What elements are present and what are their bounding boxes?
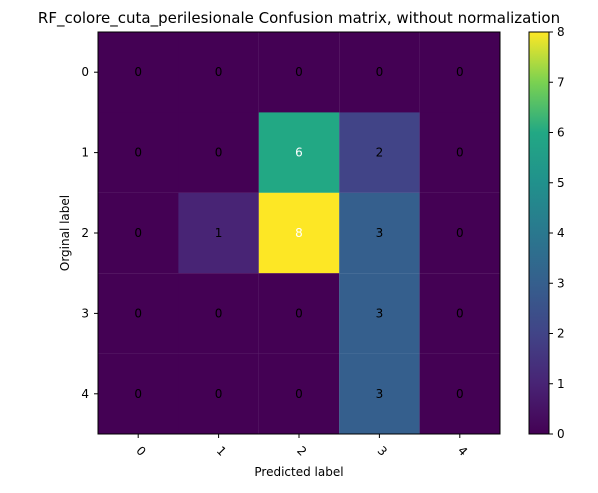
y-tick-label: 4: [81, 387, 89, 401]
cell-value-label: 8: [295, 226, 303, 240]
heatmap-cell-r4-c2: [258, 353, 340, 435]
heatmap-cell-r1-c1: [178, 112, 259, 193]
heatmap-cell-r1-c4: [419, 112, 501, 193]
cell-value-label: 0: [456, 226, 464, 240]
y-tick-label: 3: [81, 306, 89, 320]
heatmap-cell-r2-c4: [419, 192, 501, 274]
colorbar-tick-label: 4: [557, 226, 565, 240]
cell-value-label: 0: [456, 65, 464, 79]
heatmap-cell-r4-c3: [339, 353, 420, 435]
y-tick-label: 2: [81, 226, 89, 240]
x-tick-label: 0: [133, 444, 148, 459]
cell-value-label: 0: [134, 387, 142, 401]
x-axis-ticks: 0 1 2 3 4: [133, 434, 470, 459]
heatmap-cell-r3-c3: [339, 273, 420, 354]
cell-value-label: 0: [295, 306, 303, 320]
cell-value-label: 0: [215, 65, 223, 79]
heatmap-cell-r1-c2: [258, 112, 340, 193]
heatmap-cell-r0-c0: [98, 32, 179, 113]
colorbar-tick-label: 5: [557, 176, 565, 190]
chart-title: RF_colore_cuta_perilesionale Confusion m…: [38, 9, 560, 28]
x-tick-label: 2: [294, 444, 309, 459]
x-tick-label: 4: [455, 444, 470, 459]
cell-value-label: 0: [215, 306, 223, 320]
colorbar-tick-label: 7: [557, 75, 565, 89]
colorbar-tick-label: 8: [557, 25, 565, 39]
colorbar: [528, 31, 550, 435]
cell-value-label: 0: [134, 65, 142, 79]
heatmap-cell-r3-c2: [258, 273, 340, 354]
x-tick-label: 1: [214, 444, 229, 459]
heatmap-cell-r2-c3: [339, 192, 420, 274]
heatmap-cell-r4-c4: [419, 353, 501, 435]
heatmap-cell-r0-c1: [178, 32, 259, 113]
colorbar-tick-label: 0: [557, 427, 565, 441]
cell-value-label: 0: [295, 65, 303, 79]
heatmap-cell-r1-c0: [98, 112, 179, 193]
heatmap-cells: [98, 32, 501, 435]
cell-value-label: 0: [456, 306, 464, 320]
colorbar-tick-label: 3: [557, 276, 565, 290]
heatmap-cell-r2-c0: [98, 192, 179, 274]
cell-annotations: 0 0 0 0 0 0 0 6 2 0 0 1 8 3 0 0 0 0 3 0 0 0 0 3 0: [134, 65, 463, 401]
cell-value-label: 3: [376, 387, 384, 401]
colorbar-tick-label: 6: [557, 126, 565, 140]
heatmap-cell-r0-c3: [339, 32, 420, 113]
x-axis-label: Predicted label: [254, 465, 343, 479]
cell-value-label: 0: [134, 146, 142, 160]
y-axis-ticks: 0 1 2 3 4: [81, 65, 98, 401]
heatmap-cell-r0-c4: [419, 32, 501, 113]
heatmap-cell-r1-c3: [339, 112, 420, 193]
cell-value-label: 0: [456, 146, 464, 160]
cell-value-label: 0: [134, 306, 142, 320]
y-tick-label: 0: [81, 65, 89, 79]
heatmap-cell-r3-c0: [98, 273, 179, 354]
cell-value-label: 2: [376, 146, 384, 160]
y-axis-label: Orginal label: [58, 195, 72, 271]
heatmap-cell-r3-c1: [178, 273, 259, 354]
cell-value-label: 0: [134, 226, 142, 240]
cell-value-label: 0: [215, 387, 223, 401]
cell-value-label: 3: [376, 306, 384, 320]
cell-value-label: 0: [456, 387, 464, 401]
heatmap-cell-r4-c0: [98, 353, 179, 435]
x-tick-label: 3: [375, 444, 390, 459]
heatmap-cell-r2-c2: [258, 192, 340, 274]
cell-value-label: 0: [376, 65, 384, 79]
heatmap-cell-r2-c1: [178, 192, 259, 274]
y-tick-label: 1: [81, 146, 89, 160]
cell-value-label: 3: [376, 226, 384, 240]
cell-value-label: 1: [215, 226, 223, 240]
colorbar-ticks: 0 1 2 3 4 5 6 7 8: [549, 25, 565, 441]
heatmap-cell-r3-c4: [419, 273, 501, 354]
heatmap-cell-r0-c2: [258, 32, 340, 113]
cell-value-label: 0: [295, 387, 303, 401]
cell-value-label: 0: [215, 146, 223, 160]
heatmap-cell-r4-c1: [178, 353, 259, 435]
colorbar-tick-label: 1: [557, 377, 565, 391]
colorbar-tick-label: 2: [557, 327, 565, 341]
cell-value-label: 6: [295, 146, 303, 160]
